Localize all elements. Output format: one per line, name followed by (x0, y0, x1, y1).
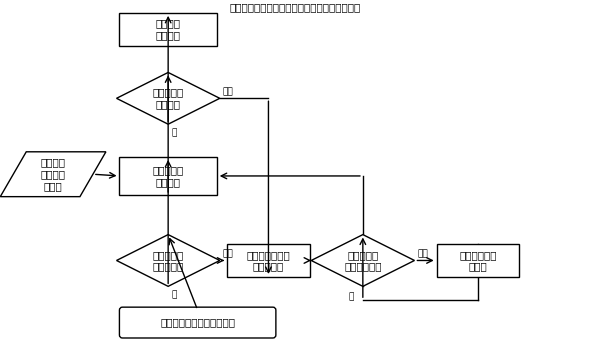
FancyBboxPatch shape (119, 307, 276, 338)
Polygon shape (312, 235, 414, 286)
Polygon shape (116, 235, 219, 286)
Text: 使用条件の
情報収集: 使用条件の 情報収集 (153, 165, 183, 187)
Text: 調査、解析、
実験等: 調査、解析、 実験等 (459, 250, 497, 271)
Bar (227, 244, 310, 277)
Text: 形態の推定
（ライン）: 形態の推定 （ライン） (153, 250, 183, 271)
Text: 形態と情報
の整合性: 形態と情報 の整合性 (153, 88, 183, 109)
Text: 材料損傷・劣化、破壊解析: 材料損傷・劣化、破壊解析 (160, 318, 235, 327)
Text: 不可: 不可 (222, 250, 234, 259)
Text: 可: 可 (171, 290, 176, 299)
Text: 不可: 不可 (222, 87, 234, 96)
Polygon shape (0, 152, 106, 197)
Text: 可: 可 (348, 292, 353, 301)
Text: 図２．材料損傷・劣化および破壊の解析の流れ: 図２．材料損傷・劣化および破壊の解析の流れ (230, 2, 360, 12)
Text: 形態の推定
（スタッフ）: 形態の推定 （スタッフ） (344, 250, 382, 271)
Bar (437, 244, 519, 277)
Text: 専門家（スタッ
フ）の参画: 専門家（スタッ フ）の参画 (247, 250, 290, 271)
Bar (119, 13, 217, 46)
Polygon shape (116, 72, 219, 124)
Text: 形態の特
徴データ
ベース: 形態の特 徴データ ベース (41, 158, 65, 191)
Bar (119, 157, 217, 195)
Text: 可: 可 (171, 128, 176, 137)
Text: 対策明確
化、実施: 対策明確 化、実施 (156, 19, 181, 40)
Text: 不可: 不可 (418, 250, 428, 259)
